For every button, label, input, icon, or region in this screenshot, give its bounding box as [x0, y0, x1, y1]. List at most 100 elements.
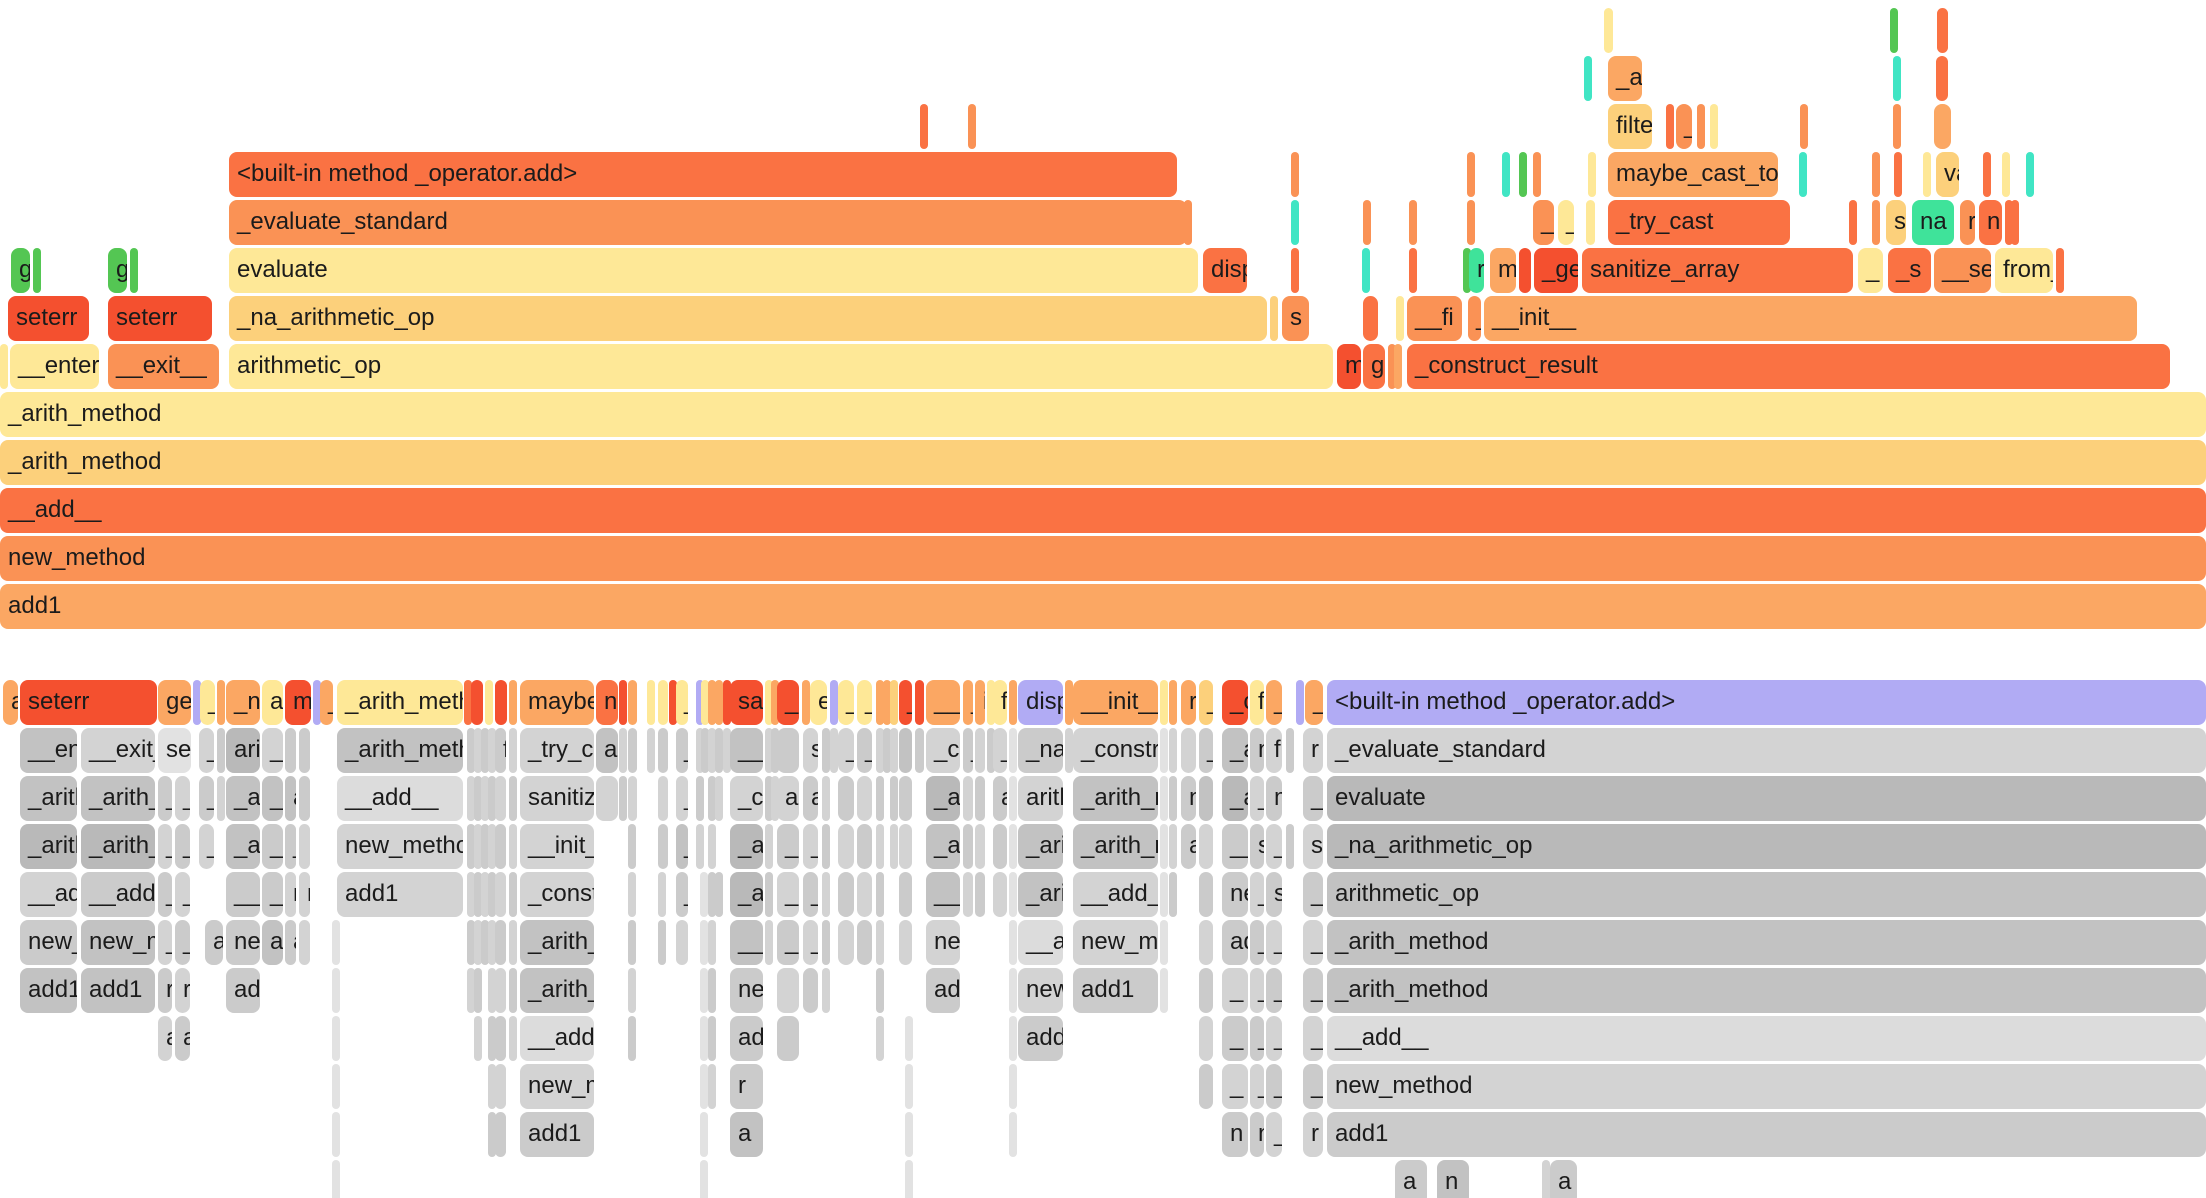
frame-bar[interactable] [1009, 824, 1017, 869]
frame-_[interactable]: _ [1303, 1064, 1323, 1109]
frame-_arith_method[interactable]: _arith_method [1018, 872, 1063, 917]
frame-bar[interactable] [765, 680, 773, 725]
frame-bar[interactable] [708, 968, 716, 1013]
frame-__init__[interactable]: __init__ [1073, 680, 1158, 725]
frame-bar[interactable] [993, 872, 1007, 917]
frame-bar[interactable] [1199, 1064, 1213, 1109]
frame-bar[interactable] [332, 920, 340, 965]
frame-add1[interactable]: add1 [926, 968, 960, 1013]
frame-bar[interactable] [1604, 8, 1613, 53]
frame-bar[interactable] [1181, 728, 1196, 773]
frame-bar[interactable] [876, 728, 884, 773]
frame-bar[interactable] [2002, 152, 2010, 197]
frame-bar[interactable] [1363, 296, 1378, 341]
frame-bar[interactable] [700, 1064, 708, 1109]
frame-r[interactable]: r [175, 968, 190, 1013]
frame-_arith_method[interactable]: _arith_method [926, 824, 960, 869]
frame-bar[interactable] [509, 872, 517, 917]
frame-bar[interactable] [628, 872, 636, 917]
frame-bar[interactable] [488, 872, 496, 917]
frame-bar[interactable] [1584, 56, 1592, 101]
frame-new_method[interactable]: new_method [1327, 1064, 2206, 1109]
frame-bar[interactable] [1199, 776, 1213, 821]
frame-_[interactable]: _ [1250, 1064, 1264, 1109]
frame-_evaluate_standard[interactable]: _evaluate_standard [229, 200, 1187, 245]
frame-bar[interactable] [765, 776, 773, 821]
frame-s[interactable]: s [1282, 296, 1309, 341]
frame-_[interactable]: _ [777, 872, 799, 917]
frame-bar[interactable] [1286, 824, 1294, 869]
frame-bar[interactable] [890, 824, 898, 869]
frame-bar[interactable] [1363, 200, 1371, 245]
frame-bar[interactable] [765, 824, 773, 869]
frame-new_method[interactable]: new_method [226, 920, 260, 965]
frame-_arith_method[interactable]: _arith_method [337, 728, 463, 773]
frame-bar[interactable] [1009, 1112, 1017, 1157]
frame-bar[interactable] [1291, 200, 1299, 245]
frame-bar[interactable] [1270, 296, 1278, 341]
frame-fi[interactable]: fi [1266, 728, 1282, 773]
frame-_[interactable]: _ [1303, 1016, 1323, 1061]
frame-_arith_method[interactable]: _arith_method [520, 920, 594, 965]
frame-maybe_cast_to[interactable]: maybe_cast_to [1608, 152, 1778, 197]
frame-_c[interactable]: _c [1222, 680, 1248, 725]
frame-bar[interactable] [890, 728, 898, 773]
frame-n[interactable]: n [299, 872, 310, 917]
frame-g[interactable]: g [108, 248, 127, 293]
frame-bar[interactable] [1009, 1064, 1017, 1109]
frame-new_method[interactable]: new_method [1073, 920, 1158, 965]
frame-_[interactable]: _ [158, 920, 172, 965]
frame-_arith_method[interactable]: _arith_method [1222, 776, 1248, 821]
frame-bar[interactable] [1394, 344, 1402, 389]
frame-na[interactable]: na [1912, 200, 1954, 245]
frame-bar[interactable] [1009, 776, 1017, 821]
frame-bar[interactable] [481, 824, 489, 869]
frame-bar[interactable] [2005, 200, 2013, 245]
frame-_arith_method[interactable]: _arith_method [1327, 920, 2206, 965]
frame-a[interactable]: a [993, 776, 1007, 821]
frame-bar[interactable] [619, 728, 627, 773]
frame-add1[interactable]: add1 [1073, 968, 1158, 1013]
frame-bar[interactable] [488, 1016, 496, 1061]
frame-bar[interactable] [822, 968, 830, 1013]
frame-bar[interactable] [628, 680, 637, 725]
frame-_arith_method[interactable]: _arith_method [20, 776, 77, 821]
frame-_c[interactable]: _c [730, 776, 763, 821]
frame-_[interactable]: _ [200, 680, 215, 725]
frame-bar[interactable] [708, 728, 716, 773]
frame-r[interactable]: r [158, 968, 172, 1013]
frame-bar[interactable] [676, 920, 688, 965]
frame-bar[interactable] [1519, 248, 1531, 293]
frame-_arith_method[interactable]: _arith_method [520, 968, 594, 1013]
frame-bar[interactable] [822, 824, 830, 869]
frame-bar[interactable] [628, 728, 637, 773]
frame-bar[interactable] [1169, 824, 1177, 869]
frame-new_method[interactable]: new_method [0, 536, 2206, 581]
frame-bar[interactable] [899, 728, 912, 773]
frame-bar[interactable] [1296, 680, 1304, 725]
frame-_[interactable]: _ [1250, 968, 1264, 1013]
frame-bar[interactable] [658, 824, 668, 869]
frame-bar[interactable] [708, 872, 716, 917]
frame-a[interactable]: a [158, 1016, 172, 1061]
frame-bar[interactable] [696, 776, 704, 821]
frame-bar[interactable] [495, 872, 506, 917]
frame-bar[interactable] [1160, 968, 1168, 1013]
frame-_[interactable]: _ [993, 728, 1007, 773]
frame-n[interactable]: n [1250, 1112, 1264, 1157]
frame-g[interactable]: g [11, 248, 30, 293]
frame-s[interactable]: s [803, 728, 818, 773]
frame-bar[interactable] [883, 728, 891, 773]
frame-_arith_method[interactable]: _arith_method [0, 392, 2206, 437]
frame-__se[interactable]: __se [1934, 248, 1991, 293]
frame-bar[interactable] [963, 824, 973, 869]
frame-bar[interactable] [838, 920, 854, 965]
frame-bar[interactable] [509, 680, 517, 725]
frame-bar[interactable] [495, 680, 507, 725]
frame-__exit__[interactable]: __exit__ [108, 344, 219, 389]
frame-evaluate[interactable]: evaluate [1327, 776, 2206, 821]
frame-a[interactable]: a [730, 1112, 763, 1157]
frame-seterr[interactable]: seterr [108, 296, 212, 341]
frame-n[interactable]: n [1181, 776, 1196, 821]
frame-r[interactable]: r [1960, 200, 1975, 245]
